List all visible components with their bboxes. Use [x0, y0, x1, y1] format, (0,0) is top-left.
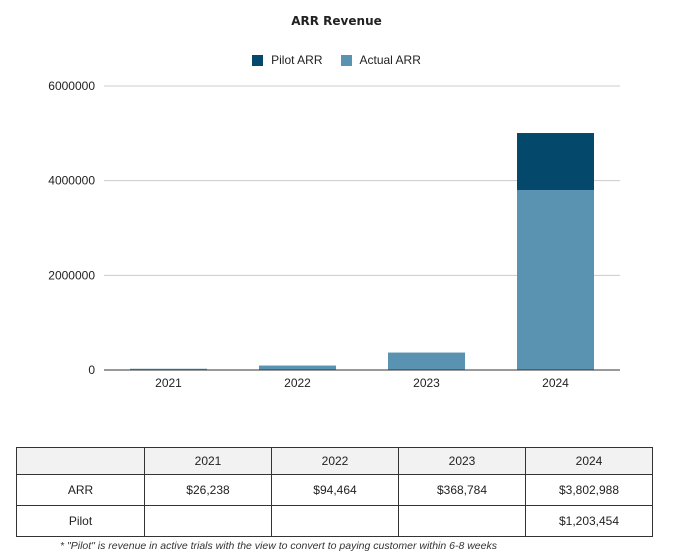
- y-tick-label: 6000000: [48, 79, 95, 93]
- table-cell: $3,802,988: [525, 474, 653, 506]
- bar-actual-arr: [517, 189, 594, 370]
- table-header-cell: 2023: [398, 447, 526, 475]
- table-cell: [144, 505, 272, 537]
- x-tick-label: 2023: [413, 376, 440, 390]
- legend-label-pilot: Pilot ARR: [271, 53, 323, 67]
- table-cell: $1,203,454: [525, 505, 653, 537]
- table-row: Pilot $1,203,454: [16, 505, 653, 537]
- bar-chart: 0 2000000 4000000 6000000 2021 2022 2023 2024: [48, 79, 620, 390]
- row-label: Pilot: [16, 505, 145, 537]
- x-tick-label: 2022: [284, 376, 311, 390]
- bar-actual-arr: [259, 365, 336, 370]
- y-tick-label: 0: [88, 363, 95, 377]
- table-cell: $94,464: [271, 474, 399, 506]
- table-row: ARR $26,238 $94,464 $368,784 $3,802,988: [16, 474, 653, 506]
- footnote: * "Pilot" is revenue in active trials wi…: [60, 540, 497, 552]
- table-cell: [398, 505, 526, 537]
- chart-title: ARR Revenue: [291, 14, 382, 28]
- row-label: ARR: [16, 474, 145, 506]
- bar-pilot-arr: [517, 133, 594, 190]
- legend-label-actual: Actual ARR: [359, 53, 421, 67]
- table-cell: [271, 505, 399, 537]
- data-table: 2021 2022 2023 2024 ARR $26,238 $94,464 …: [16, 447, 653, 537]
- y-tick-label: 4000000: [48, 174, 95, 188]
- bar-actual-arr: [388, 352, 465, 370]
- chart-legend: Pilot ARR Actual ARR: [0, 53, 673, 67]
- table-header-cell: 2024: [525, 447, 653, 475]
- table-header-cell: [16, 447, 145, 475]
- table-header-cell: 2022: [271, 447, 399, 475]
- table-header-cell: 2021: [144, 447, 272, 475]
- legend-item-pilot: Pilot ARR: [252, 53, 323, 67]
- legend-swatch-pilot: [252, 54, 264, 66]
- legend-item-actual: Actual ARR: [340, 53, 421, 67]
- table-cell: $26,238: [144, 474, 272, 506]
- y-tick-label: 2000000: [48, 268, 95, 282]
- bar-actual-arr: [130, 368, 207, 370]
- legend-swatch-actual: [340, 54, 352, 66]
- table-cell: $368,784: [398, 474, 526, 506]
- table-header-row: 2021 2022 2023 2024: [16, 447, 653, 475]
- x-tick-label: 2024: [542, 376, 569, 390]
- x-tick-label: 2021: [155, 376, 182, 390]
